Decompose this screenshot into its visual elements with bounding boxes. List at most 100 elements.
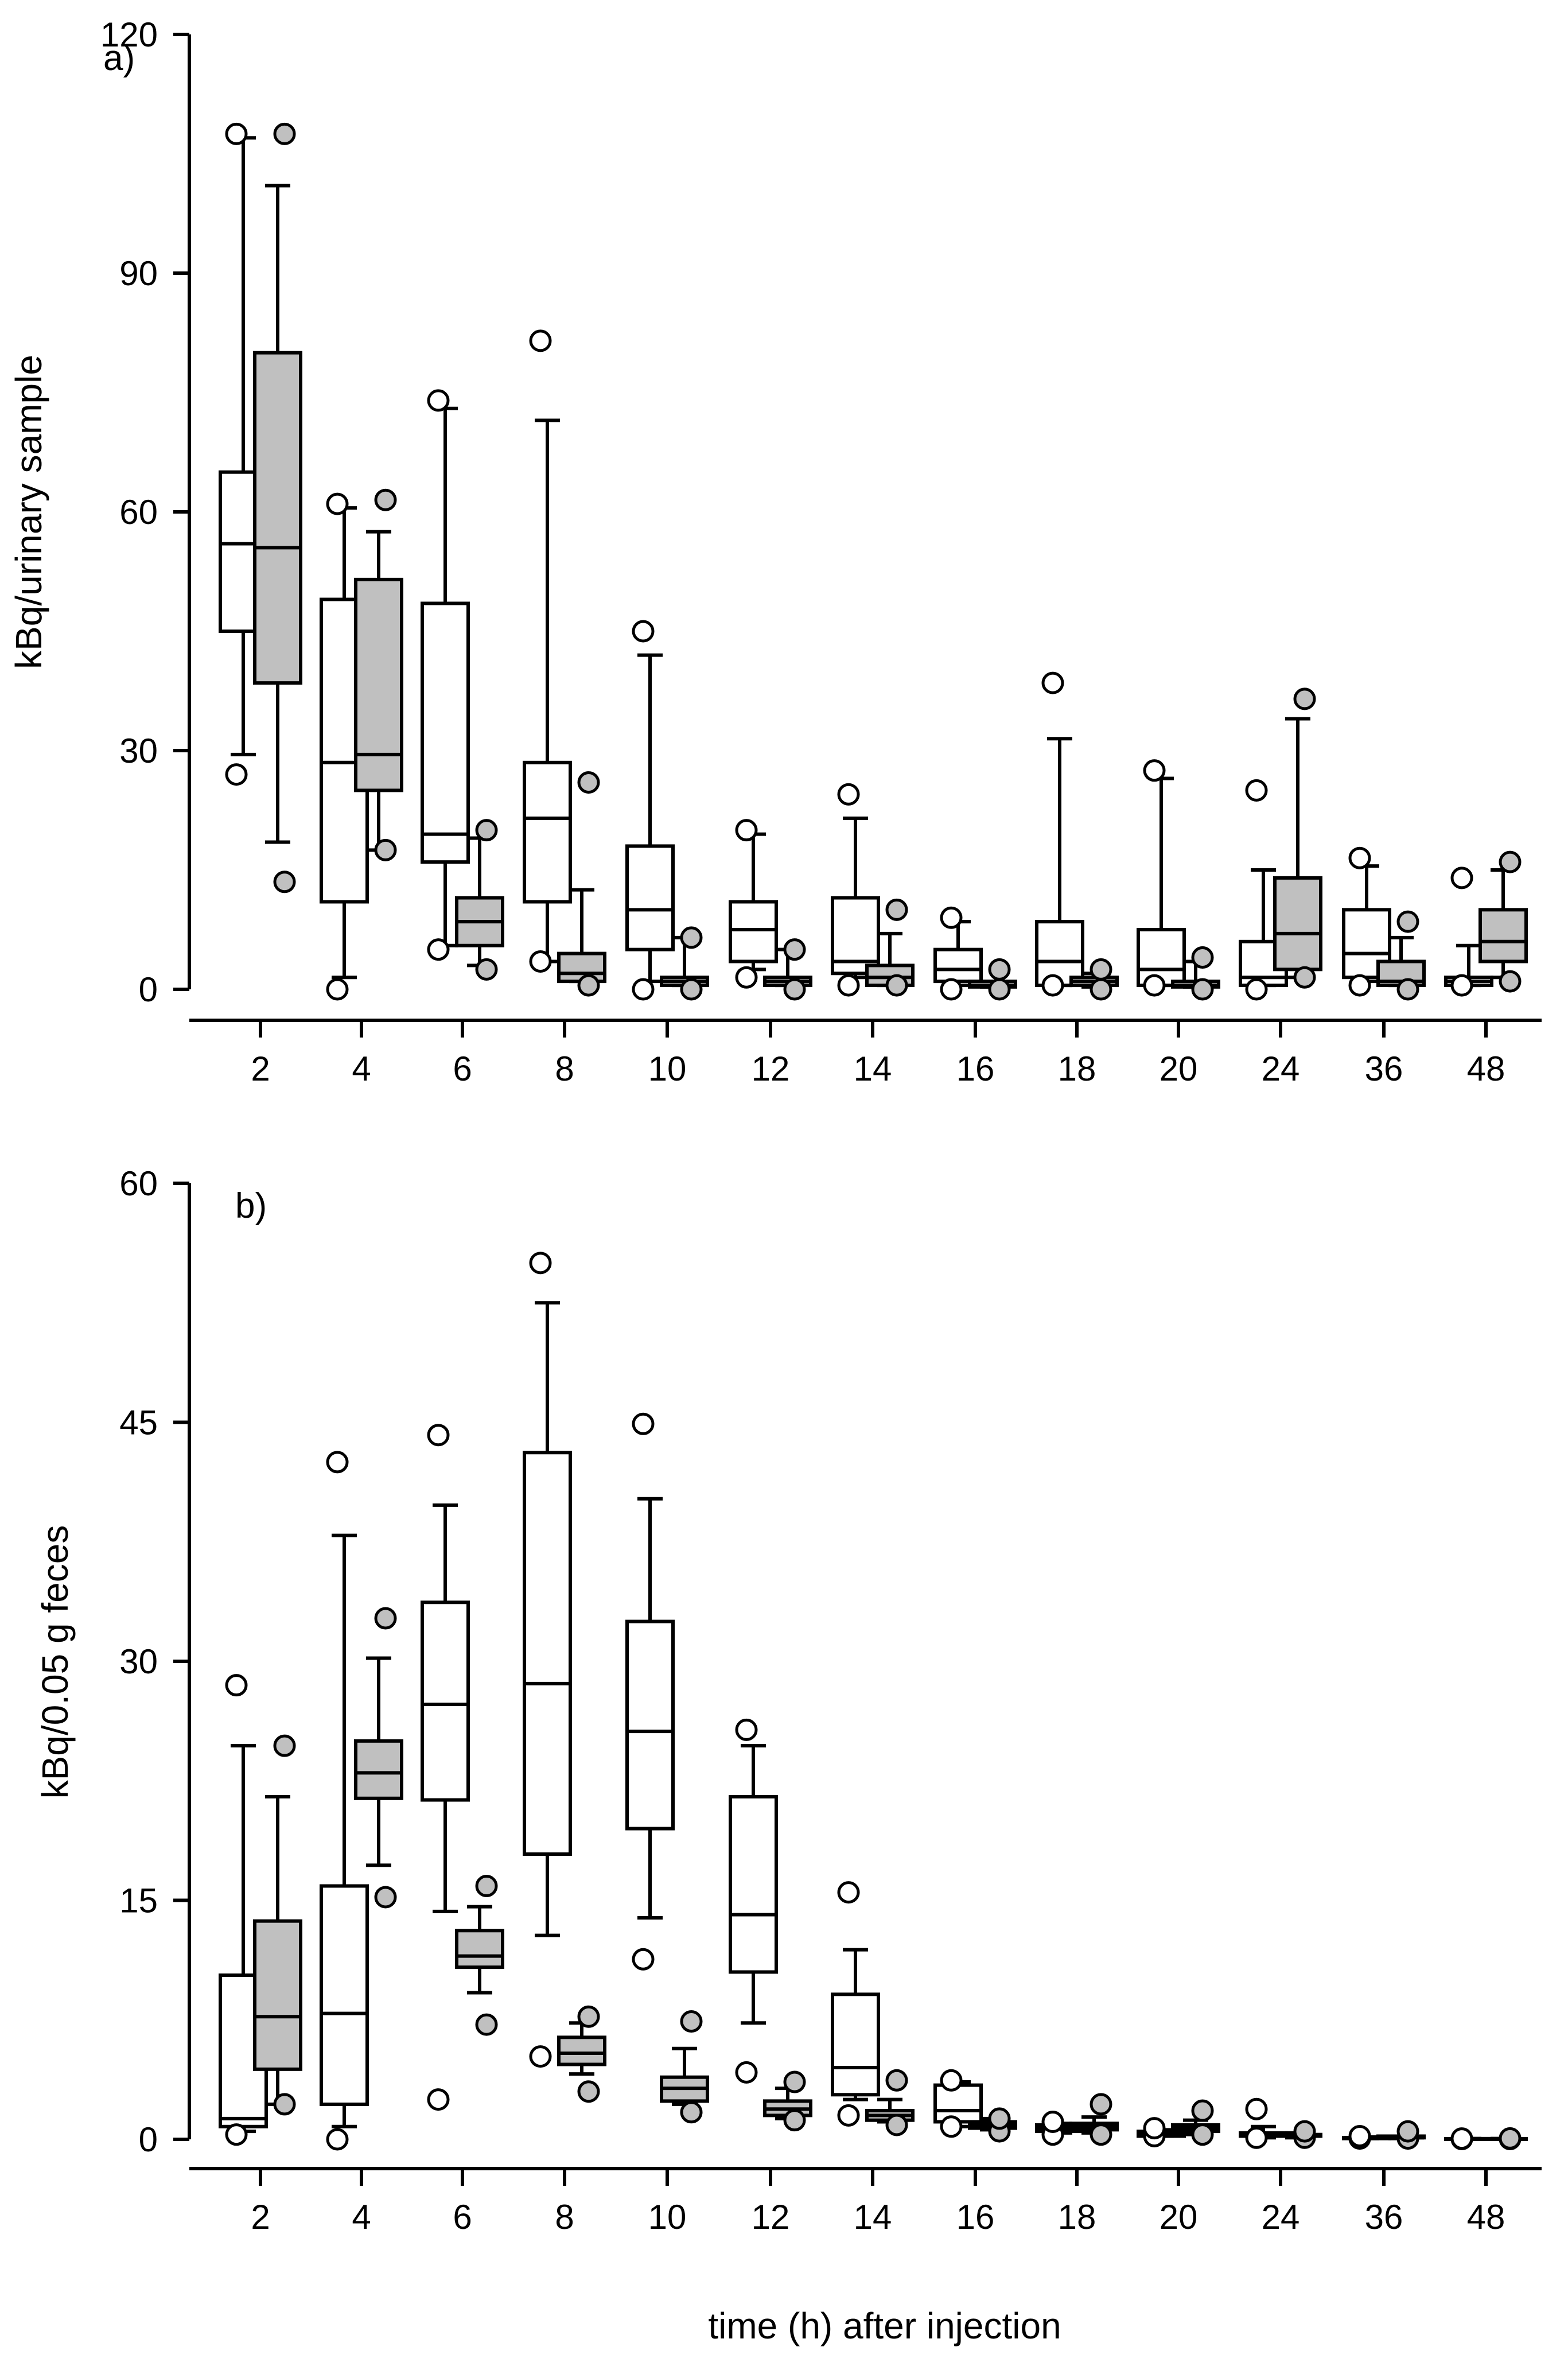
box-iqr [253, 1919, 302, 2071]
y-tick-label: 0 [139, 970, 158, 1009]
outlier-point [632, 620, 655, 643]
outlier-point [1396, 910, 1419, 933]
boxplot [1171, 2099, 1220, 2146]
x-tick-label: 48 [1467, 2198, 1505, 2236]
outlier-point [1143, 2117, 1166, 2140]
boxplot [421, 389, 470, 961]
boxplot [320, 1451, 369, 2151]
outlier-point [885, 898, 908, 921]
outlier-point [1090, 958, 1112, 981]
x-tick-label: 8 [555, 1050, 574, 1088]
outlier-point [1090, 2093, 1112, 2116]
outlier-point [273, 1734, 296, 1757]
boxplot [763, 2070, 812, 2132]
x-tick-label: 14 [854, 1050, 892, 1088]
boxplot [1137, 759, 1186, 997]
outlier-point [374, 1607, 397, 1630]
boxplot [557, 2005, 606, 2103]
outlier-point [680, 2010, 703, 2033]
outlier-point [1348, 2124, 1371, 2147]
outlier-point [783, 2109, 806, 2132]
outlier-point [427, 2088, 450, 2111]
x-tick-label: 20 [1160, 2198, 1198, 2236]
panel-label: a) [103, 38, 135, 78]
outlier-point [885, 2069, 908, 2092]
boxplot [1376, 2120, 1426, 2150]
outlier-point [1396, 978, 1419, 1001]
x-tick-label: 2 [251, 1050, 270, 1088]
boxplot [1444, 867, 1493, 997]
x-tick-label: 24 [1262, 2198, 1300, 2236]
outlier-point [273, 871, 296, 893]
boxplot [1069, 958, 1119, 1001]
outlier-point [1499, 970, 1522, 993]
outlier-point [1191, 978, 1214, 1001]
outlier-point [1090, 2123, 1112, 2146]
outlier-point [273, 122, 296, 145]
boxplot [1137, 2117, 1186, 2147]
boxplot [1273, 2120, 1322, 2149]
boxplot [660, 926, 709, 1001]
outlier-point [1450, 974, 1473, 997]
boxplot [1035, 671, 1084, 997]
outlier-point [374, 488, 397, 511]
y-tick-label: 90 [119, 254, 158, 293]
box-iqr [253, 351, 302, 685]
x-tick-label: 16 [956, 1050, 995, 1088]
outlier-point [735, 819, 758, 842]
x-tick-label: 18 [1058, 2198, 1096, 2236]
outlier-point [837, 1881, 860, 1904]
box-iqr [831, 1992, 880, 2097]
x-tick-label: 4 [352, 1050, 371, 1088]
boxplot [729, 819, 778, 989]
y-axis-title: kBq/0.05 g feces [34, 1525, 76, 1799]
boxplot [253, 1734, 302, 2116]
outlier-point [427, 1424, 450, 1447]
boxplot [523, 1252, 572, 2068]
outlier-point [940, 2069, 963, 2092]
outlier-point [940, 906, 963, 929]
box-iqr [729, 900, 778, 964]
y-tick-label: 30 [119, 1642, 158, 1681]
boxplot [1376, 910, 1426, 1001]
y-tick-label: 30 [119, 732, 158, 770]
outlier-point [988, 978, 1011, 1001]
boxplot [1478, 850, 1528, 993]
boxplot [831, 783, 880, 997]
x-tick-label: 36 [1365, 1050, 1403, 1088]
x-tick-label: 6 [453, 1050, 472, 1088]
outlier-point [988, 2107, 1011, 2130]
x-tick-label: 10 [648, 1050, 687, 1088]
outlier-point [885, 2114, 908, 2136]
boxplot [933, 906, 983, 1001]
outlier-point [1293, 966, 1316, 989]
box-iqr [625, 844, 675, 951]
outlier-point [529, 329, 552, 352]
x-tick-label: 4 [352, 2198, 371, 2236]
outlier-point [735, 1718, 758, 1741]
x-tick-label: 12 [752, 2198, 790, 2236]
boxplot [625, 620, 675, 1001]
box-iqr [1273, 876, 1322, 972]
outlier-point [374, 1886, 397, 1909]
boxplot [1035, 2110, 1084, 2146]
y-axis-title: kBq/urinary sample [8, 355, 49, 669]
x-axis-title: time (h) after injection [708, 2305, 1061, 2346]
outlier-point [1348, 974, 1371, 997]
boxplot [455, 1875, 504, 2036]
outlier-point [1499, 850, 1522, 873]
outlier-point [783, 978, 806, 1001]
outlier-point [680, 2101, 703, 2124]
boxplot [625, 1412, 675, 1971]
series-white-boxes [219, 122, 1493, 1001]
box-iqr [421, 1600, 470, 1802]
boxplot [1342, 846, 1391, 997]
outlier-point [1450, 867, 1473, 889]
outlier-point [427, 389, 450, 412]
y-tick-label: 120 [100, 15, 158, 54]
outlier-point [1041, 974, 1064, 997]
x-tick-label: 14 [854, 2198, 892, 2236]
outlier-point [1293, 2120, 1316, 2143]
outlier-point [885, 974, 908, 997]
outlier-point [680, 926, 703, 949]
